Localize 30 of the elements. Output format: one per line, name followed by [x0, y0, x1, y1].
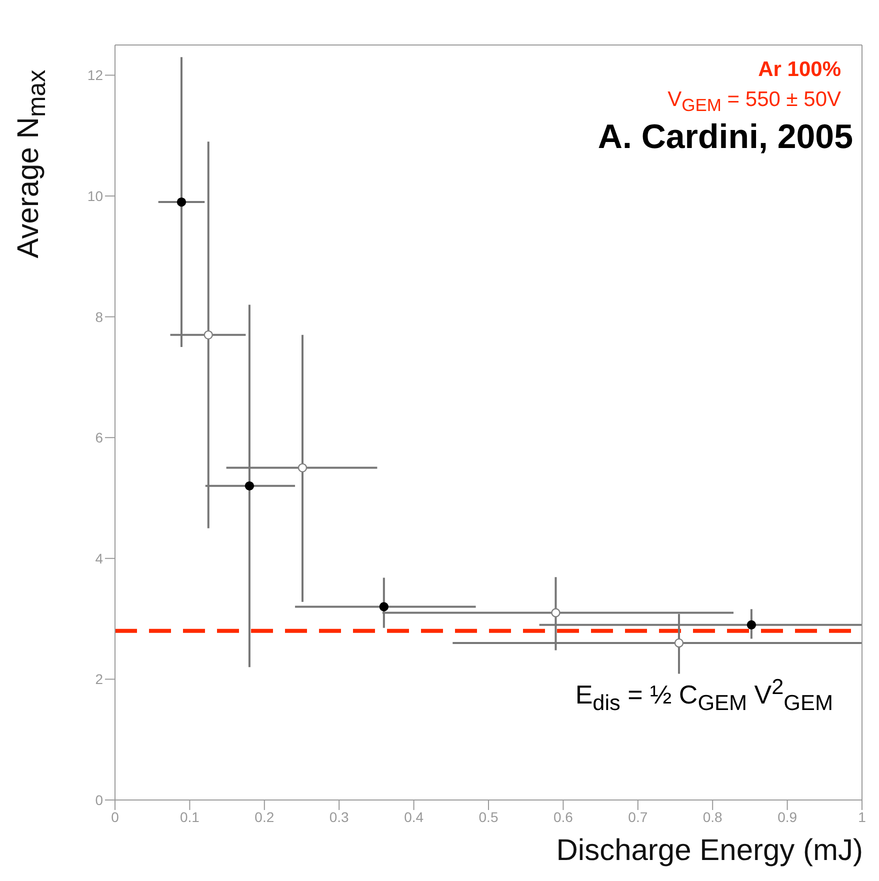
y-tick-label: 6 — [95, 430, 104, 446]
annotation: A. Cardini, 2005 — [598, 118, 853, 157]
y-tick-label: 10 — [87, 188, 104, 204]
y-tick-label: 2 — [95, 671, 104, 688]
point — [244, 481, 254, 491]
point — [674, 638, 684, 648]
point — [379, 602, 389, 612]
x-axis-title: Discharge Energy (mJ) — [556, 834, 863, 868]
y-tick-label: 4 — [95, 550, 104, 566]
y-tick-label: 12 — [87, 67, 104, 84]
annotation: V$_{GEM}$ = 550 ± 50V — [668, 88, 841, 116]
x-tick-label: 0.4 — [404, 808, 424, 825]
x-tick-label: 0 — [111, 808, 120, 825]
x-tick-label: 0.2 — [254, 808, 274, 825]
x-tick-label: 0.3 — [329, 808, 350, 825]
x-tick-label: 0.8 — [702, 808, 723, 825]
point — [746, 620, 756, 630]
point — [551, 608, 560, 618]
point — [176, 197, 186, 207]
y-tick-label: 8 — [95, 308, 104, 325]
point — [204, 330, 213, 340]
x-tick-label: 0.7 — [628, 808, 648, 825]
x-tick-label: 0.5 — [478, 808, 498, 825]
annotation: Ar 100% — [758, 58, 841, 82]
y-tick-label: 0 — [95, 792, 104, 808]
x-tick-label: 0.1 — [180, 808, 200, 825]
x-tick-label: 1 — [858, 808, 866, 825]
x-tick-label: 0.9 — [778, 808, 798, 825]
x-tick-label: 0.6 — [553, 808, 574, 825]
point — [298, 463, 308, 472]
